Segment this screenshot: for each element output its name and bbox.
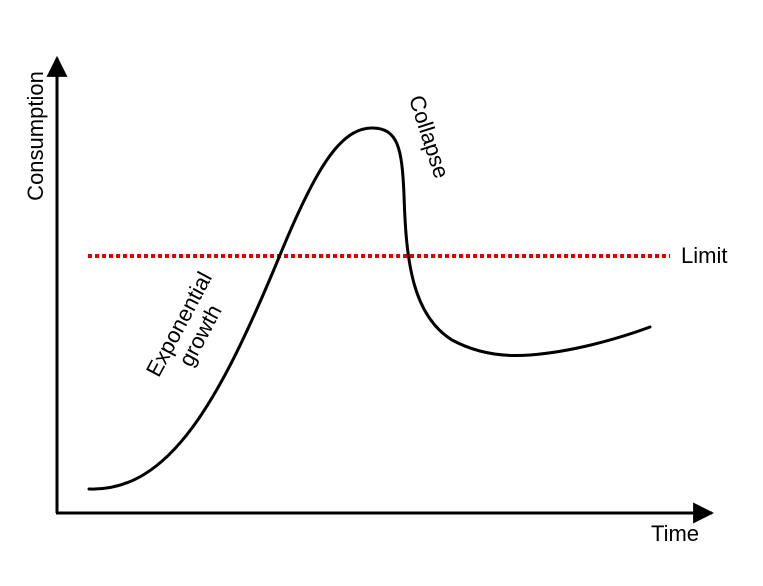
x-axis-label: Time <box>651 521 699 546</box>
collapse-label: Collapse <box>404 92 454 181</box>
y-axis-label: Consumption <box>23 71 48 201</box>
consumption-curve <box>87 126 652 491</box>
exponential-growth-label: Exponential growth <box>141 268 227 381</box>
limit-label: Limit <box>681 243 727 268</box>
